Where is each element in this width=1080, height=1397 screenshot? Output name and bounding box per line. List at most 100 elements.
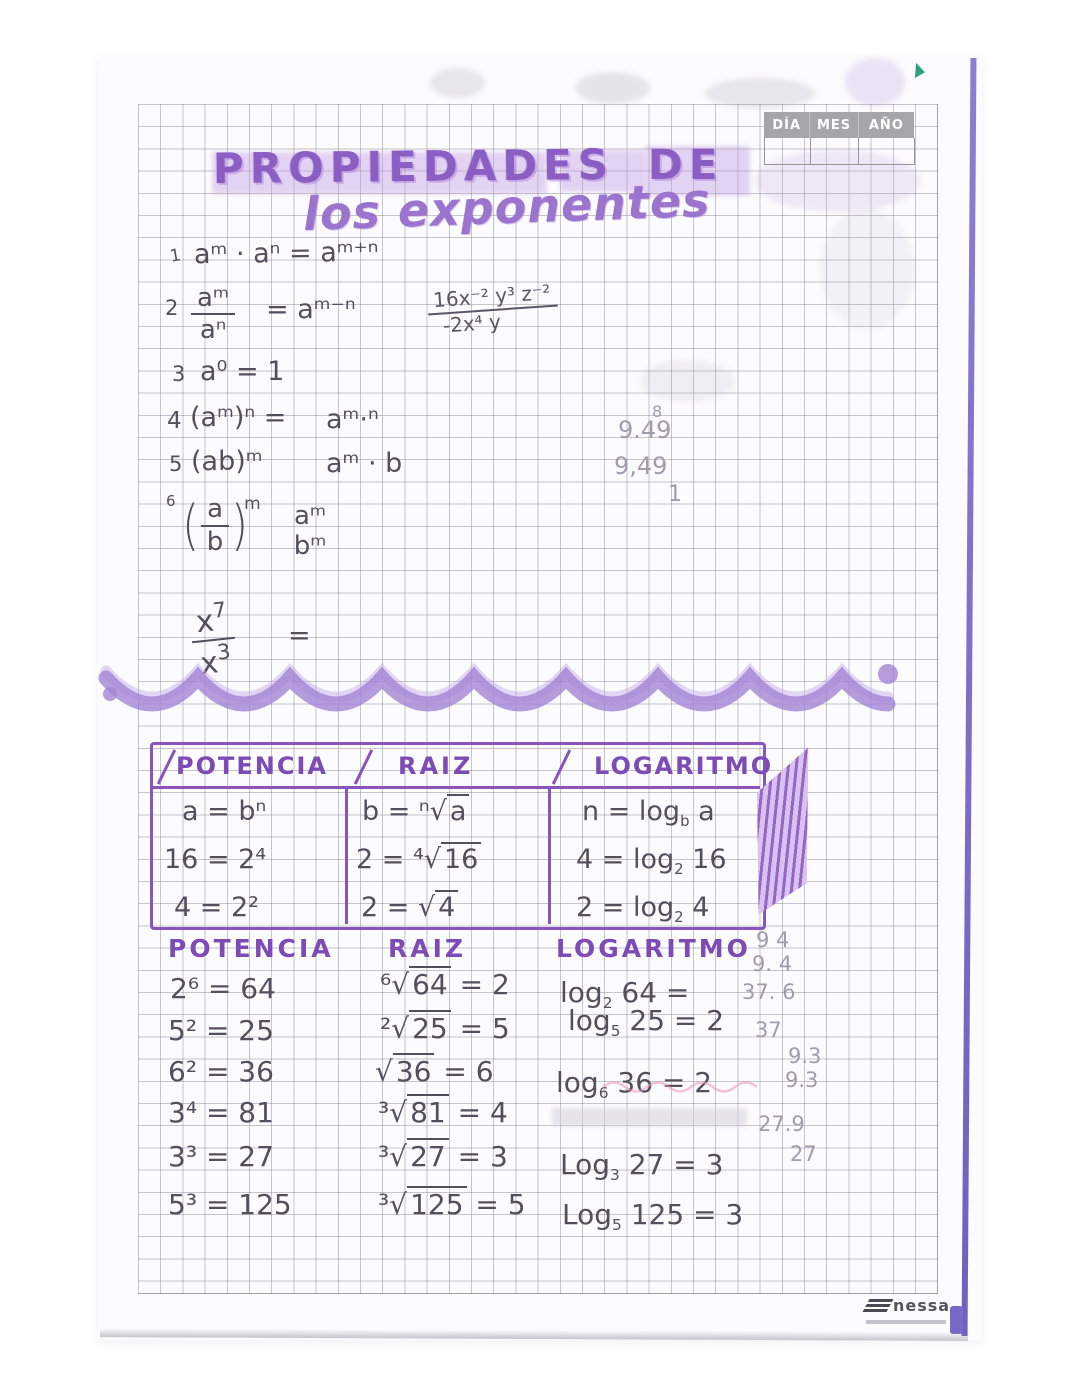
- date-header-mes: MES: [810, 112, 859, 138]
- logaritmo-row: log5 25 = 2: [568, 1004, 724, 1040]
- log-post: 16: [683, 844, 727, 875]
- log-base: 2: [602, 994, 613, 1013]
- property-5-number: 5: [169, 452, 183, 476]
- fraction-denominator: aⁿ: [199, 315, 227, 346]
- divider-dot: [103, 687, 117, 701]
- table-header-logaritmo: LOGARITMO: [594, 752, 774, 780]
- table-header-raiz: RAIZ: [398, 752, 474, 780]
- radical-pre: 2 = ⁴√: [356, 844, 441, 875]
- table-column-divider: [345, 789, 348, 924]
- bleed-through-smudge: [845, 58, 905, 106]
- radical-pre: 2 = √: [361, 892, 436, 923]
- radicand: 125: [407, 1186, 467, 1221]
- margin-number: 9 4: [756, 928, 790, 952]
- potencia-row: 5² = 25: [168, 1014, 274, 1047]
- bleed-through-smudge: [705, 78, 815, 108]
- log-pre: log: [556, 1066, 599, 1099]
- erased-text-smudge: [552, 1108, 747, 1126]
- raiz-row: ²√ 25 = 5: [380, 1010, 510, 1045]
- fraction-denominator: -2x⁴ y: [442, 309, 502, 338]
- date-box-ano: [859, 138, 915, 165]
- fraction-denominator: bᵐ: [293, 531, 327, 562]
- radicand: 64: [409, 966, 451, 1001]
- margin-number: 9.3: [785, 1068, 819, 1092]
- margin-note: 9.49: [618, 416, 672, 444]
- exponent: 7: [211, 597, 228, 623]
- radicand: 36: [392, 1053, 435, 1088]
- raiz-row: ³√ 125 = 5: [378, 1186, 526, 1221]
- log-pre: log: [568, 1004, 611, 1037]
- fraction-numerator: aᵐ: [294, 501, 327, 531]
- page-title-word2: DE: [648, 140, 724, 189]
- table-cell: n = logb a: [582, 796, 715, 830]
- radicand: 16: [441, 842, 482, 875]
- log-base: b: [680, 811, 690, 830]
- log-pre: Log: [562, 1198, 613, 1231]
- property-3-number: 3: [172, 362, 186, 386]
- radical-pre: ³√: [378, 1188, 408, 1221]
- property-4-left: (aᵐ)ⁿ =: [190, 402, 287, 433]
- log-post: 64 =: [612, 976, 690, 1009]
- examples-header-potencia: POTENCIA: [168, 934, 334, 963]
- close-paren: ): [231, 494, 248, 557]
- open-paren: (: [182, 494, 199, 557]
- table-cell: a = bⁿ: [182, 796, 267, 827]
- fraction: a b: [201, 495, 230, 556]
- title-highlight: [560, 150, 645, 192]
- radical-pre: ²√: [380, 1012, 410, 1045]
- log-post: 25 = 2: [620, 1004, 725, 1037]
- wavy-divider: [98, 662, 898, 712]
- log-pre: n = log: [582, 796, 681, 827]
- radicand: 27: [407, 1138, 449, 1173]
- radicand: a: [446, 794, 470, 827]
- margin-note: 9,49: [614, 452, 668, 480]
- fraction-numerator: a: [201, 495, 230, 527]
- property-6-result-fraction: aᵐ bᵐ: [288, 502, 332, 560]
- log-base: 5: [612, 1216, 622, 1235]
- property-5-left: (ab)ᵐ: [191, 446, 263, 477]
- brand-stripes-icon: [862, 1299, 894, 1312]
- table-cell: 4 = log2 16: [576, 844, 727, 878]
- examples-header-raiz: RAIZ: [388, 934, 467, 963]
- margin-note-sup: 8: [652, 402, 663, 421]
- property-2-fraction: aᵐ aⁿ: [191, 284, 236, 346]
- radical-pre: ⁶√: [380, 968, 410, 1001]
- table-column-divider: [548, 789, 551, 924]
- radical-pre: b = ⁿ√: [362, 796, 447, 827]
- fraction-numerator: aᵐ: [191, 284, 236, 316]
- log-post: 27 = 3: [619, 1148, 724, 1181]
- brand-logo: nessa: [862, 1296, 950, 1315]
- potencia-row: 5³ = 125: [168, 1188, 292, 1221]
- radical-pre: √: [375, 1055, 393, 1088]
- property-4-right: aᵐ·ⁿ: [326, 404, 379, 435]
- log-base: 3: [610, 1166, 620, 1185]
- table-cell: 4 = 2²: [174, 892, 259, 923]
- margin-number: 37: [755, 1018, 782, 1042]
- bleed-through-smudge: [640, 360, 735, 402]
- log-base: 2: [674, 907, 684, 926]
- radical-post: = 5: [450, 1012, 510, 1045]
- log-post: 4: [683, 892, 710, 923]
- date-header-ano: AÑO: [868, 117, 904, 133]
- raiz-row: ⁶√ 64 = 2: [380, 966, 510, 1001]
- bleed-through-smudge: [575, 72, 650, 104]
- property-1-rule: aᵐ · aⁿ = aᵐ⁺ⁿ: [193, 236, 379, 271]
- radicand: 4: [435, 890, 459, 923]
- title-highlight: [645, 146, 750, 196]
- property-3-rule: a⁰ = 1: [200, 356, 285, 387]
- exponent-m: m: [244, 493, 261, 514]
- log-post: a: [689, 796, 715, 827]
- property-5-right: aᵐ · b: [326, 448, 403, 479]
- table-cell: 2 = ⁴√ 16: [356, 842, 482, 875]
- examples-header-logaritmo: LOGARITMO: [556, 934, 751, 963]
- table-cell: b = ⁿ√ a: [362, 794, 470, 827]
- logaritmo-row: Log5 125 = 3: [562, 1198, 743, 1234]
- radical-pre: ³√: [378, 1096, 408, 1129]
- log-pre: log: [560, 976, 603, 1009]
- margin-number: 37. 6: [742, 980, 796, 1004]
- radicand: 81: [407, 1094, 449, 1129]
- raiz-row: √ 36 = 6: [375, 1053, 494, 1088]
- potencia-row: 3³ = 27: [168, 1140, 274, 1173]
- margin-note: 1: [668, 482, 682, 507]
